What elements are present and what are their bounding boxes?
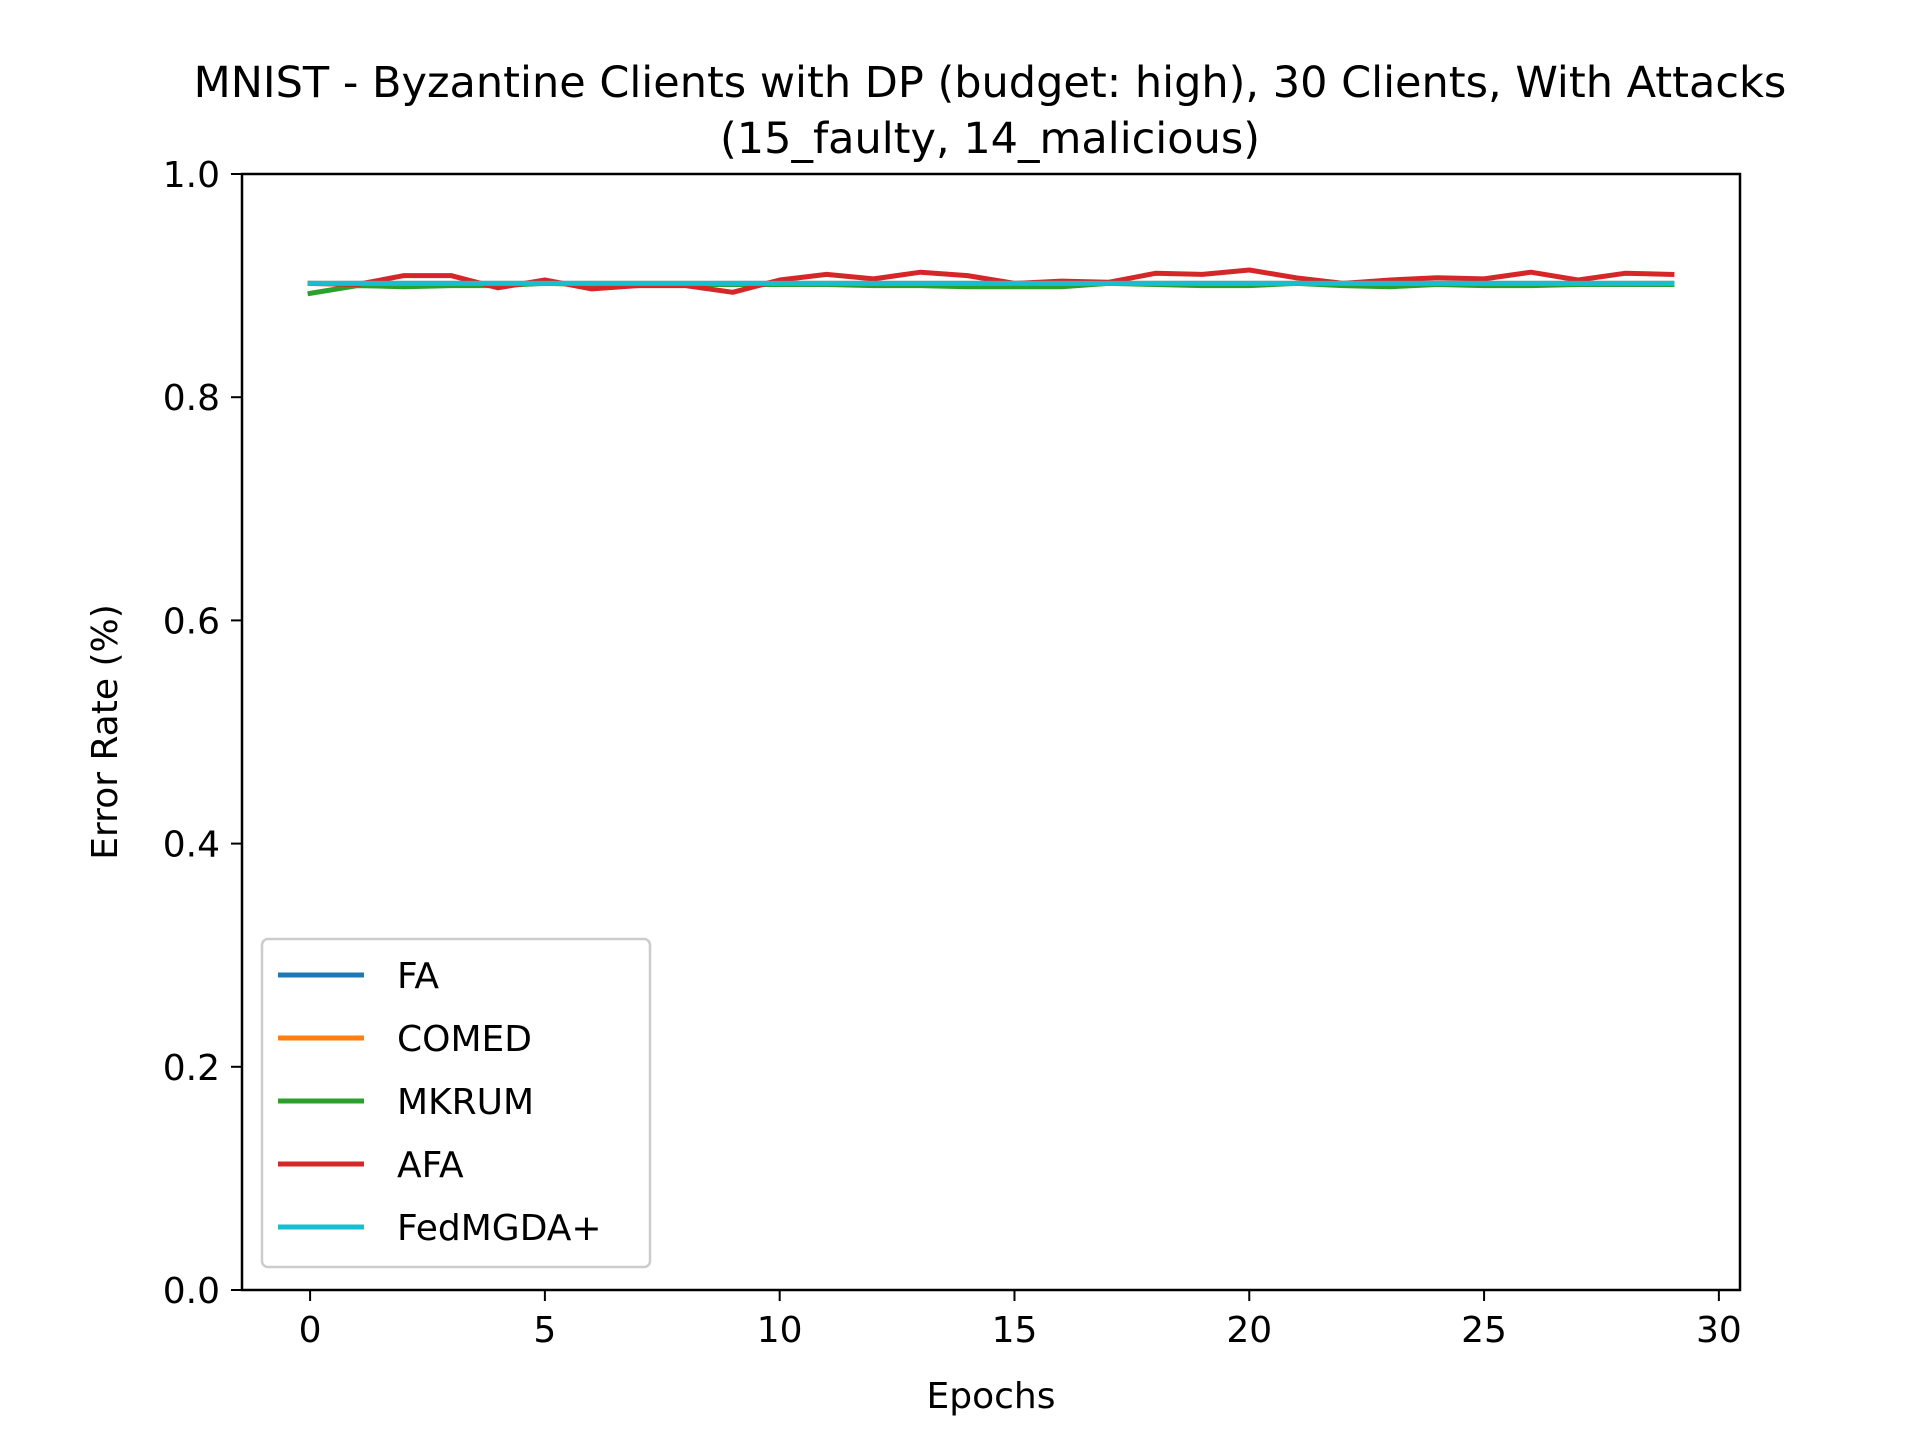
legend-label-afa: AFA: [397, 1145, 464, 1186]
legend-entries: FA COMED MKRUM AFA FedMGDA+: [278, 956, 602, 1249]
legend-label-comed: COMED: [397, 1019, 532, 1060]
x-axis-label: Epochs: [927, 1376, 1056, 1417]
legend-label-fa: FA: [397, 956, 439, 997]
y-tick-label: 0.6: [163, 601, 220, 642]
legend: FA COMED MKRUM AFA FedMGDA+: [260, 937, 652, 1269]
legend-label-fedmgda: FedMGDA+: [397, 1208, 602, 1249]
legend-frame: [260, 937, 652, 1269]
x-tick-label: 15: [992, 1310, 1038, 1351]
x-tick-label: 10: [757, 1310, 803, 1351]
y-tick-label: 0.0: [163, 1271, 220, 1312]
x-tick-label: 0: [299, 1310, 322, 1351]
plot-area-frame: [240, 172, 1742, 1292]
series-group: [307, 267, 1675, 297]
legend-label-mkrum: MKRUM: [397, 1082, 534, 1123]
y-axis-label: Error Rate (%): [85, 604, 126, 859]
y-tick-label: 0.4: [163, 825, 220, 866]
x-tick-label: 5: [533, 1310, 556, 1351]
y-tick-label: 0.2: [163, 1048, 220, 1089]
chart-title-line2: (15_faulty, 14_malicious): [720, 114, 1260, 164]
y-tick-label: 0.8: [163, 378, 220, 419]
x-tick-label: 20: [1226, 1310, 1272, 1351]
x-tick-label: 25: [1461, 1310, 1507, 1351]
x-tick-label: 30: [1696, 1310, 1742, 1351]
y-tick-label: 1.0: [163, 155, 220, 196]
axis-ticks: 0 5 10 15 20 25 30 0.0 0.2 0.4 0.6 0.8 1.0: [163, 155, 1742, 1351]
chart-title-line1: MNIST - Byzantine Clients with DP (budge…: [194, 58, 1787, 108]
